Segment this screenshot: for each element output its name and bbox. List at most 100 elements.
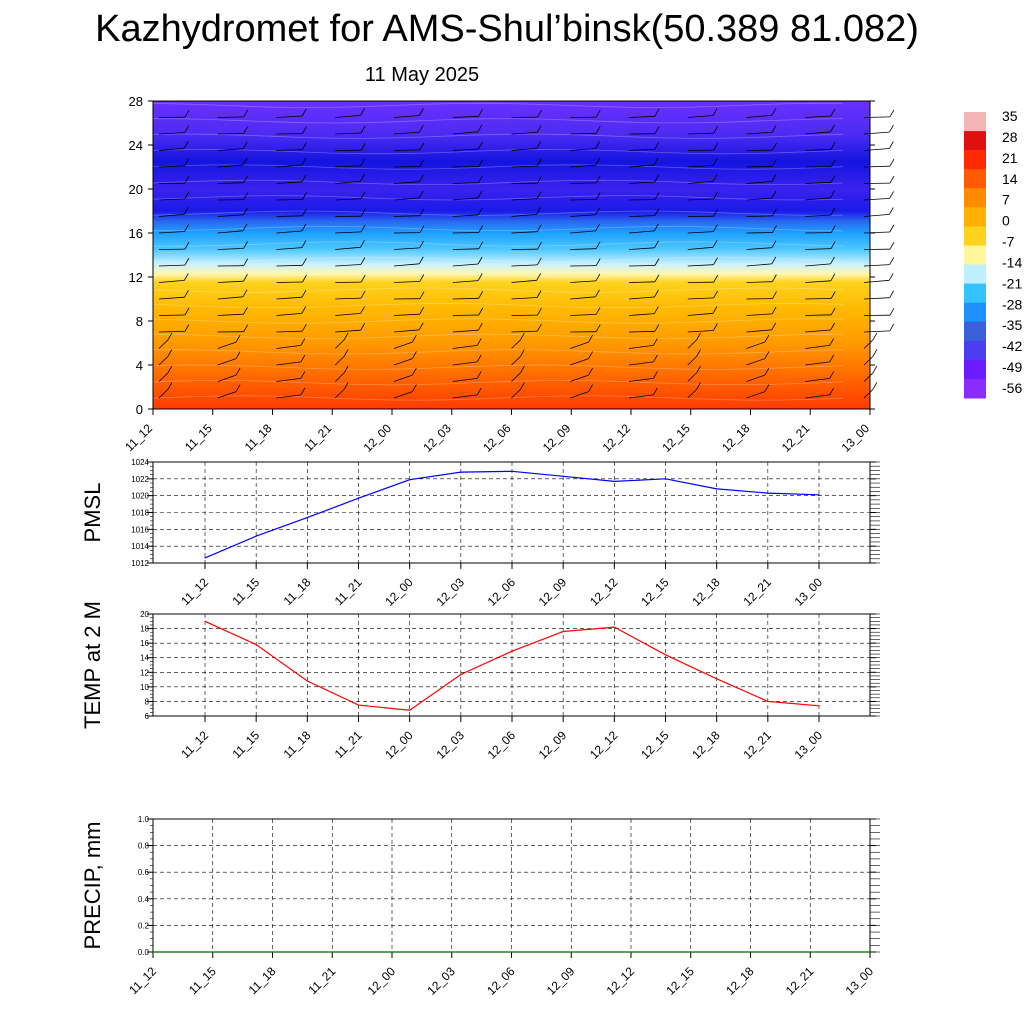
x-tick-label: 13_00: [843, 964, 877, 998]
wind-barb-flag: [360, 323, 366, 331]
wind-barb-flag: [520, 382, 525, 390]
data-point: [570, 951, 572, 953]
wind-barb-flag: [183, 273, 189, 281]
wind-barb-shaft: [158, 331, 185, 333]
wind-barb-shaft: [628, 164, 655, 168]
wind-barb-shaft: [805, 298, 832, 300]
data-point: [818, 494, 820, 496]
wind-barb-flag: [653, 223, 659, 232]
wind-barb: [452, 291, 484, 300]
chart-title: Kazhydromet for AMS-Shul’binsk(50.389 81…: [95, 8, 919, 50]
colorbar-label: -21: [1002, 275, 1022, 291]
wind-barb-shaft: [746, 232, 773, 234]
wind-barb: [746, 322, 777, 333]
wind-barb-shaft: [863, 389, 874, 399]
wind-barb: [158, 365, 173, 382]
x-tick-label: 12_03: [433, 728, 467, 762]
temp-panel: 6 8 10 12 14 16 18 20 11_12 11_15 11_18 11_21 12_00 1…: [80, 601, 880, 762]
wind-barb: [511, 365, 525, 382]
wind-barb-flag: [536, 141, 542, 149]
wind-barb-flag: [712, 108, 718, 116]
wind-barb: [452, 273, 483, 283]
data-point: [409, 479, 411, 481]
wind-barb-flag: [300, 387, 306, 396]
wind-barb-shaft: [746, 329, 772, 333]
wind-barb-flag: [595, 141, 600, 149]
wind-barb-shaft: [687, 339, 697, 349]
data-point: [409, 709, 411, 711]
wind-barb-shaft: [276, 361, 301, 366]
wind-barb-flag: [536, 290, 542, 298]
wind-barb-flag: [235, 351, 241, 359]
wind-barb: [452, 124, 483, 135]
colorbar-label: -35: [1002, 317, 1022, 333]
wind-barb-shaft: [570, 358, 589, 366]
wind-barb-flag: [360, 191, 366, 199]
y-tick-label: 0.6: [138, 868, 150, 877]
wind-barb: [746, 306, 777, 316]
wind-barb: [687, 275, 719, 283]
x-tick-label: 11_21: [332, 575, 365, 608]
wind-barb-shaft: [393, 131, 420, 135]
wind-barb-flag: [830, 124, 835, 132]
wind-barb: [217, 351, 241, 366]
wind-barb-flag: [771, 125, 777, 133]
wind-barb-shaft: [393, 281, 420, 283]
wind-barb-shaft: [628, 247, 655, 250]
wind-barb-shaft: [452, 394, 478, 399]
wind-barb: [863, 191, 894, 201]
wind-barb-shaft: [570, 248, 597, 250]
wind-barb: [276, 306, 307, 316]
wind-barb-shaft: [217, 296, 244, 300]
wind-barb: [863, 109, 895, 118]
wind-barb-flag: [771, 306, 777, 315]
wind-barb-flag: [830, 273, 836, 281]
wind-barb-flag: [830, 159, 836, 167]
wind-barb-shaft: [276, 115, 303, 118]
wind-barb-flag: [889, 124, 894, 133]
wind-barb-flag: [412, 334, 417, 343]
wind-barb: [570, 109, 601, 118]
wind-barb-shaft: [393, 166, 421, 168]
wind-barb-flag: [360, 174, 365, 182]
wind-barb-shaft: [687, 115, 714, 118]
x-tick-label: 11_12: [178, 575, 211, 608]
wind-barb: [276, 126, 307, 135]
wind-barb-shaft: [570, 182, 597, 184]
y-tick-label: 1018: [131, 509, 149, 518]
wind-barb-shaft: [628, 378, 654, 382]
wind-barb: [746, 225, 777, 234]
wind-barb-shaft: [746, 165, 773, 168]
x-tick-label: 12_06: [485, 728, 519, 762]
wind-barb: [863, 242, 895, 250]
wind-barb-flag: [243, 241, 248, 249]
wind-barb-shaft: [746, 391, 766, 399]
wind-barb: [570, 141, 600, 151]
wind-barb-flag: [520, 365, 525, 374]
wind-barb-shaft: [863, 214, 890, 217]
y-tick-label: 8: [136, 314, 143, 329]
colorbar-label: -49: [1002, 359, 1022, 375]
wind-barb-flag: [889, 242, 895, 250]
wind-barb-shaft: [158, 132, 185, 135]
wind-barb-flag: [478, 225, 484, 233]
wind-barb-flag: [184, 324, 190, 332]
wind-barb-flag: [235, 384, 241, 392]
wind-barb-flag: [478, 109, 483, 117]
wind-barb-flag: [418, 322, 424, 330]
wind-barb-shaft: [452, 297, 479, 300]
wind-barb-flag: [537, 176, 542, 184]
wind-barb-shaft: [217, 214, 244, 217]
wind-barb: [570, 351, 593, 366]
wind-barb-shaft: [276, 330, 303, 333]
wind-barb-flag: [242, 157, 248, 166]
wind-barb: [746, 334, 770, 349]
wind-barb-flag: [696, 349, 701, 357]
x-tick-label: 11_15: [182, 421, 215, 454]
wind-barb-shaft: [158, 198, 185, 201]
wind-barb-shaft: [452, 345, 478, 349]
wind-barb: [335, 290, 366, 300]
wind-barb-shaft: [570, 296, 596, 300]
wind-barb-flag: [242, 289, 248, 297]
wind-barb: [805, 175, 836, 184]
